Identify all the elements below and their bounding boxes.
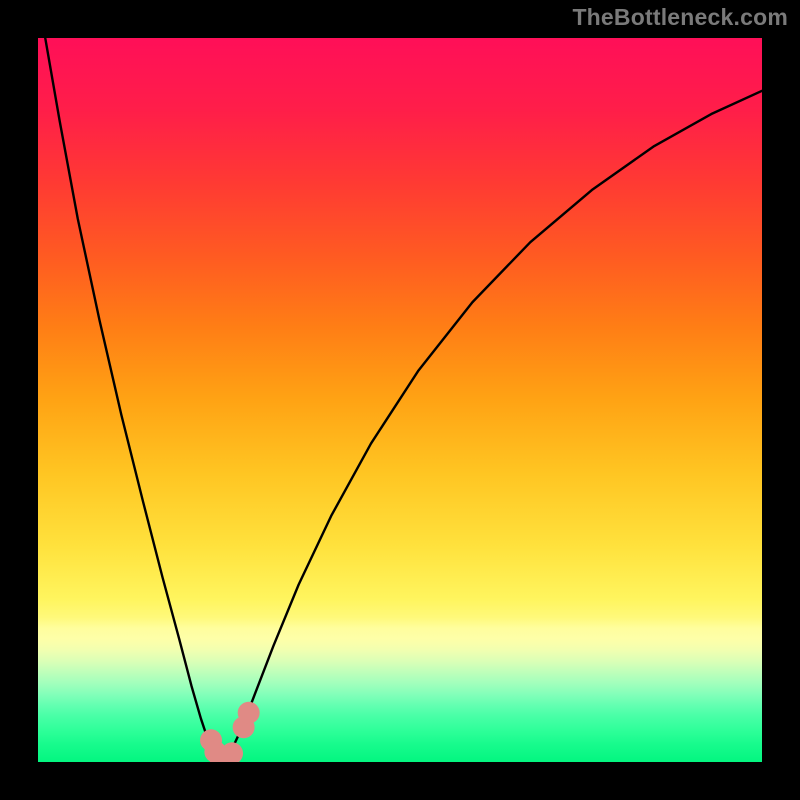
chart-outer: TheBottleneck.com [0, 0, 800, 800]
chart-svg [38, 38, 762, 762]
watermark-text: TheBottleneck.com [572, 4, 788, 31]
vertex-marker [238, 702, 260, 724]
plot-area [38, 38, 762, 762]
